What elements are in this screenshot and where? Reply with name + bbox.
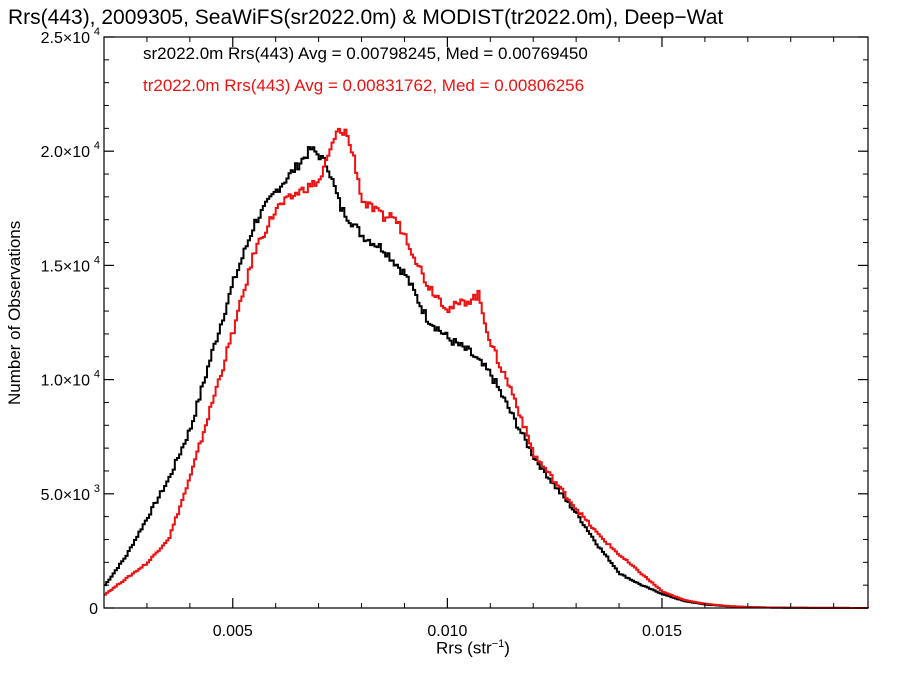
x-axis-label-sup: −1 bbox=[491, 638, 505, 650]
series-line-sr2022 bbox=[104, 146, 869, 609]
x-axis-label: Rrs (str−1) bbox=[436, 638, 510, 659]
x-tick-label: 0.015 bbox=[642, 623, 682, 640]
plot-frame bbox=[103, 36, 869, 609]
y-tick-label: 2.0×10 bbox=[41, 144, 90, 161]
x-tick-label: 0.005 bbox=[213, 623, 253, 640]
y-tick-label: 2.5×10 bbox=[41, 30, 90, 47]
annotation-tr2022: tr2022.0m Rrs(443) Avg = 0.00831762, Med… bbox=[143, 76, 585, 95]
y-tick-exponent: 3 bbox=[94, 483, 100, 495]
x-axis-label-text: Rrs (str bbox=[436, 638, 492, 658]
series-line-tr2022 bbox=[104, 127, 869, 609]
x-tick-label: 0.010 bbox=[427, 623, 467, 640]
y-axis-label: Number of Observations bbox=[5, 220, 24, 405]
y-tick-label: 1.5×10 bbox=[41, 258, 90, 275]
chart-title: Rrs(443), 2009305, SeaWiFS(sr2022.0m) & … bbox=[8, 6, 724, 29]
x-axis-label-end: ) bbox=[504, 638, 510, 658]
y-tick-exponent: 4 bbox=[94, 140, 100, 152]
y-tick-label: 5.0×10 bbox=[41, 487, 90, 504]
y-tick-exponent: 4 bbox=[94, 26, 100, 38]
annotation-sr2022: sr2022.0m Rrs(443) Avg = 0.00798245, Med… bbox=[143, 44, 588, 63]
y-tick-label: 0 bbox=[89, 601, 98, 618]
y-tick-label: 1.0×10 bbox=[41, 373, 90, 390]
y-tick-exponent: 4 bbox=[94, 254, 100, 266]
y-tick-exponent: 4 bbox=[94, 369, 100, 381]
